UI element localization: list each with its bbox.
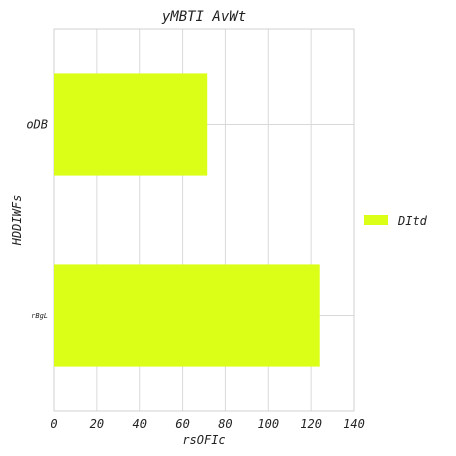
x-tick-label: 140 [343,417,365,431]
legend-swatch [364,215,388,225]
plot-frame [53,28,355,412]
x-tick-labels: 0 20 40 60 80 100 120 140 [50,417,364,431]
bar-rBgL [54,264,320,367]
y-tick-label: rBgL [31,312,48,320]
x-tick-label: 120 [300,417,322,431]
chart-title: yMBTI AvWt [161,9,246,25]
bars [54,73,320,367]
y-tick-labels: rBgL oDB [26,118,48,321]
legend-label: DItd [397,214,428,228]
x-tick-label: 60 [175,417,189,431]
y-axis-label: HDDIWFs [10,195,24,247]
bar-oDB [54,73,208,176]
x-tick-label: 20 [90,417,104,431]
x-tick-label: 100 [257,417,279,431]
x-tick-label: 80 [218,417,232,431]
x-tick-label: 0 [50,417,57,431]
y-tick-label: oDB [26,118,48,132]
x-tick-label: 40 [132,417,146,431]
x-axis-label: rsOFIc [182,433,225,447]
legend: DItd [364,214,428,228]
